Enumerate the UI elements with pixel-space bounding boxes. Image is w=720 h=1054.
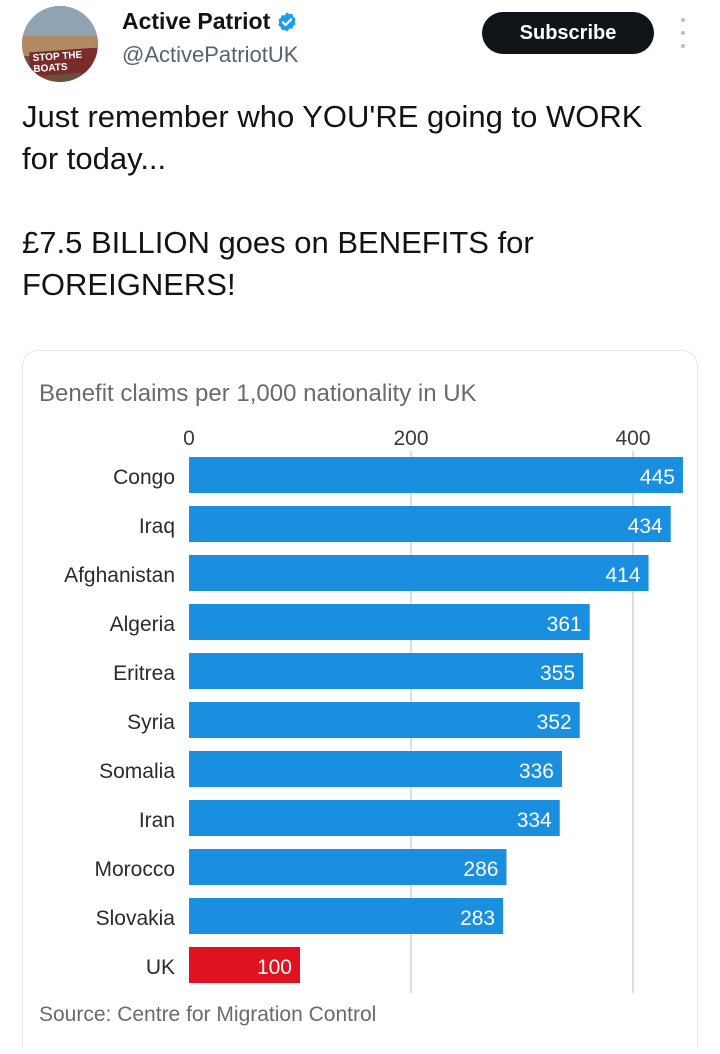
x-tick-label-0: 0: [183, 427, 195, 450]
bar-chart: Benefit claims per 1,000 nationality in …: [39, 380, 683, 1026]
value-label-slovakia: 283: [460, 907, 495, 930]
more-vertical-icon[interactable]: [676, 18, 690, 48]
category-label-syria: Syria: [127, 711, 175, 734]
category-label-slovakia: Slovakia: [96, 907, 176, 930]
bar-congo: [189, 457, 683, 493]
x-tick-label-400: 400: [615, 427, 650, 450]
bar-uk: [189, 947, 300, 983]
category-label-afghanistan: Afghanistan: [64, 564, 175, 587]
value-label-iran: 334: [517, 809, 552, 832]
value-label-congo: 445: [640, 466, 675, 489]
value-label-syria: 352: [537, 711, 572, 734]
tweet-line-1: Just remember who YOU'RE going to WORK f…: [22, 99, 643, 176]
chart-source: Source: Centre for Migration Control: [39, 1003, 376, 1026]
value-label-somalia: 336: [519, 760, 554, 783]
value-label-morocco: 286: [463, 858, 498, 881]
account-name-row[interactable]: Active Patriot: [122, 8, 298, 35]
avatar-text: STOP THE BOATS: [29, 47, 98, 77]
bar-somalia: [189, 751, 562, 787]
subscribe-button[interactable]: Subscribe: [482, 12, 654, 54]
category-label-morocco: Morocco: [94, 858, 175, 881]
bar-algeria: [189, 604, 590, 640]
tweet-text: Just remember who YOU'RE going to WORK f…: [22, 96, 682, 306]
value-label-eritrea: 355: [540, 662, 575, 685]
tweet-line-2: £7.5 BILLION goes on BENEFITS for FOREIG…: [22, 225, 534, 302]
account-handle[interactable]: @ActivePatriotUK: [122, 42, 299, 67]
value-label-afghanistan: 414: [605, 564, 640, 587]
bar-syria: [189, 702, 580, 738]
category-label-congo: Congo: [113, 466, 175, 489]
category-label-somalia: Somalia: [99, 760, 175, 783]
category-label-iraq: Iraq: [139, 515, 175, 538]
bar-iraq: [189, 506, 671, 542]
value-label-uk: 100: [257, 956, 292, 979]
bar-slovakia: [189, 898, 504, 934]
account-name[interactable]: Active Patriot: [122, 8, 271, 34]
bar-iran: [189, 800, 560, 836]
verified-badge-icon: [278, 11, 296, 32]
value-label-iraq: 434: [628, 515, 663, 538]
category-label-algeria: Algeria: [110, 613, 176, 636]
bar-afghanistan: [189, 555, 649, 591]
value-label-algeria: 361: [547, 613, 582, 636]
category-label-uk: UK: [146, 956, 175, 979]
category-label-iran: Iran: [139, 809, 175, 832]
chart-title: Benefit claims per 1,000 nationality in …: [39, 380, 477, 407]
chart-card[interactable]: Benefit claims per 1,000 nationality in …: [22, 350, 698, 1048]
bar-morocco: [189, 849, 507, 885]
category-label-eritrea: Eritrea: [113, 662, 175, 685]
x-tick-label-200: 200: [393, 427, 428, 450]
bar-eritrea: [189, 653, 584, 689]
avatar[interactable]: STOP THE BOATS: [22, 6, 98, 82]
